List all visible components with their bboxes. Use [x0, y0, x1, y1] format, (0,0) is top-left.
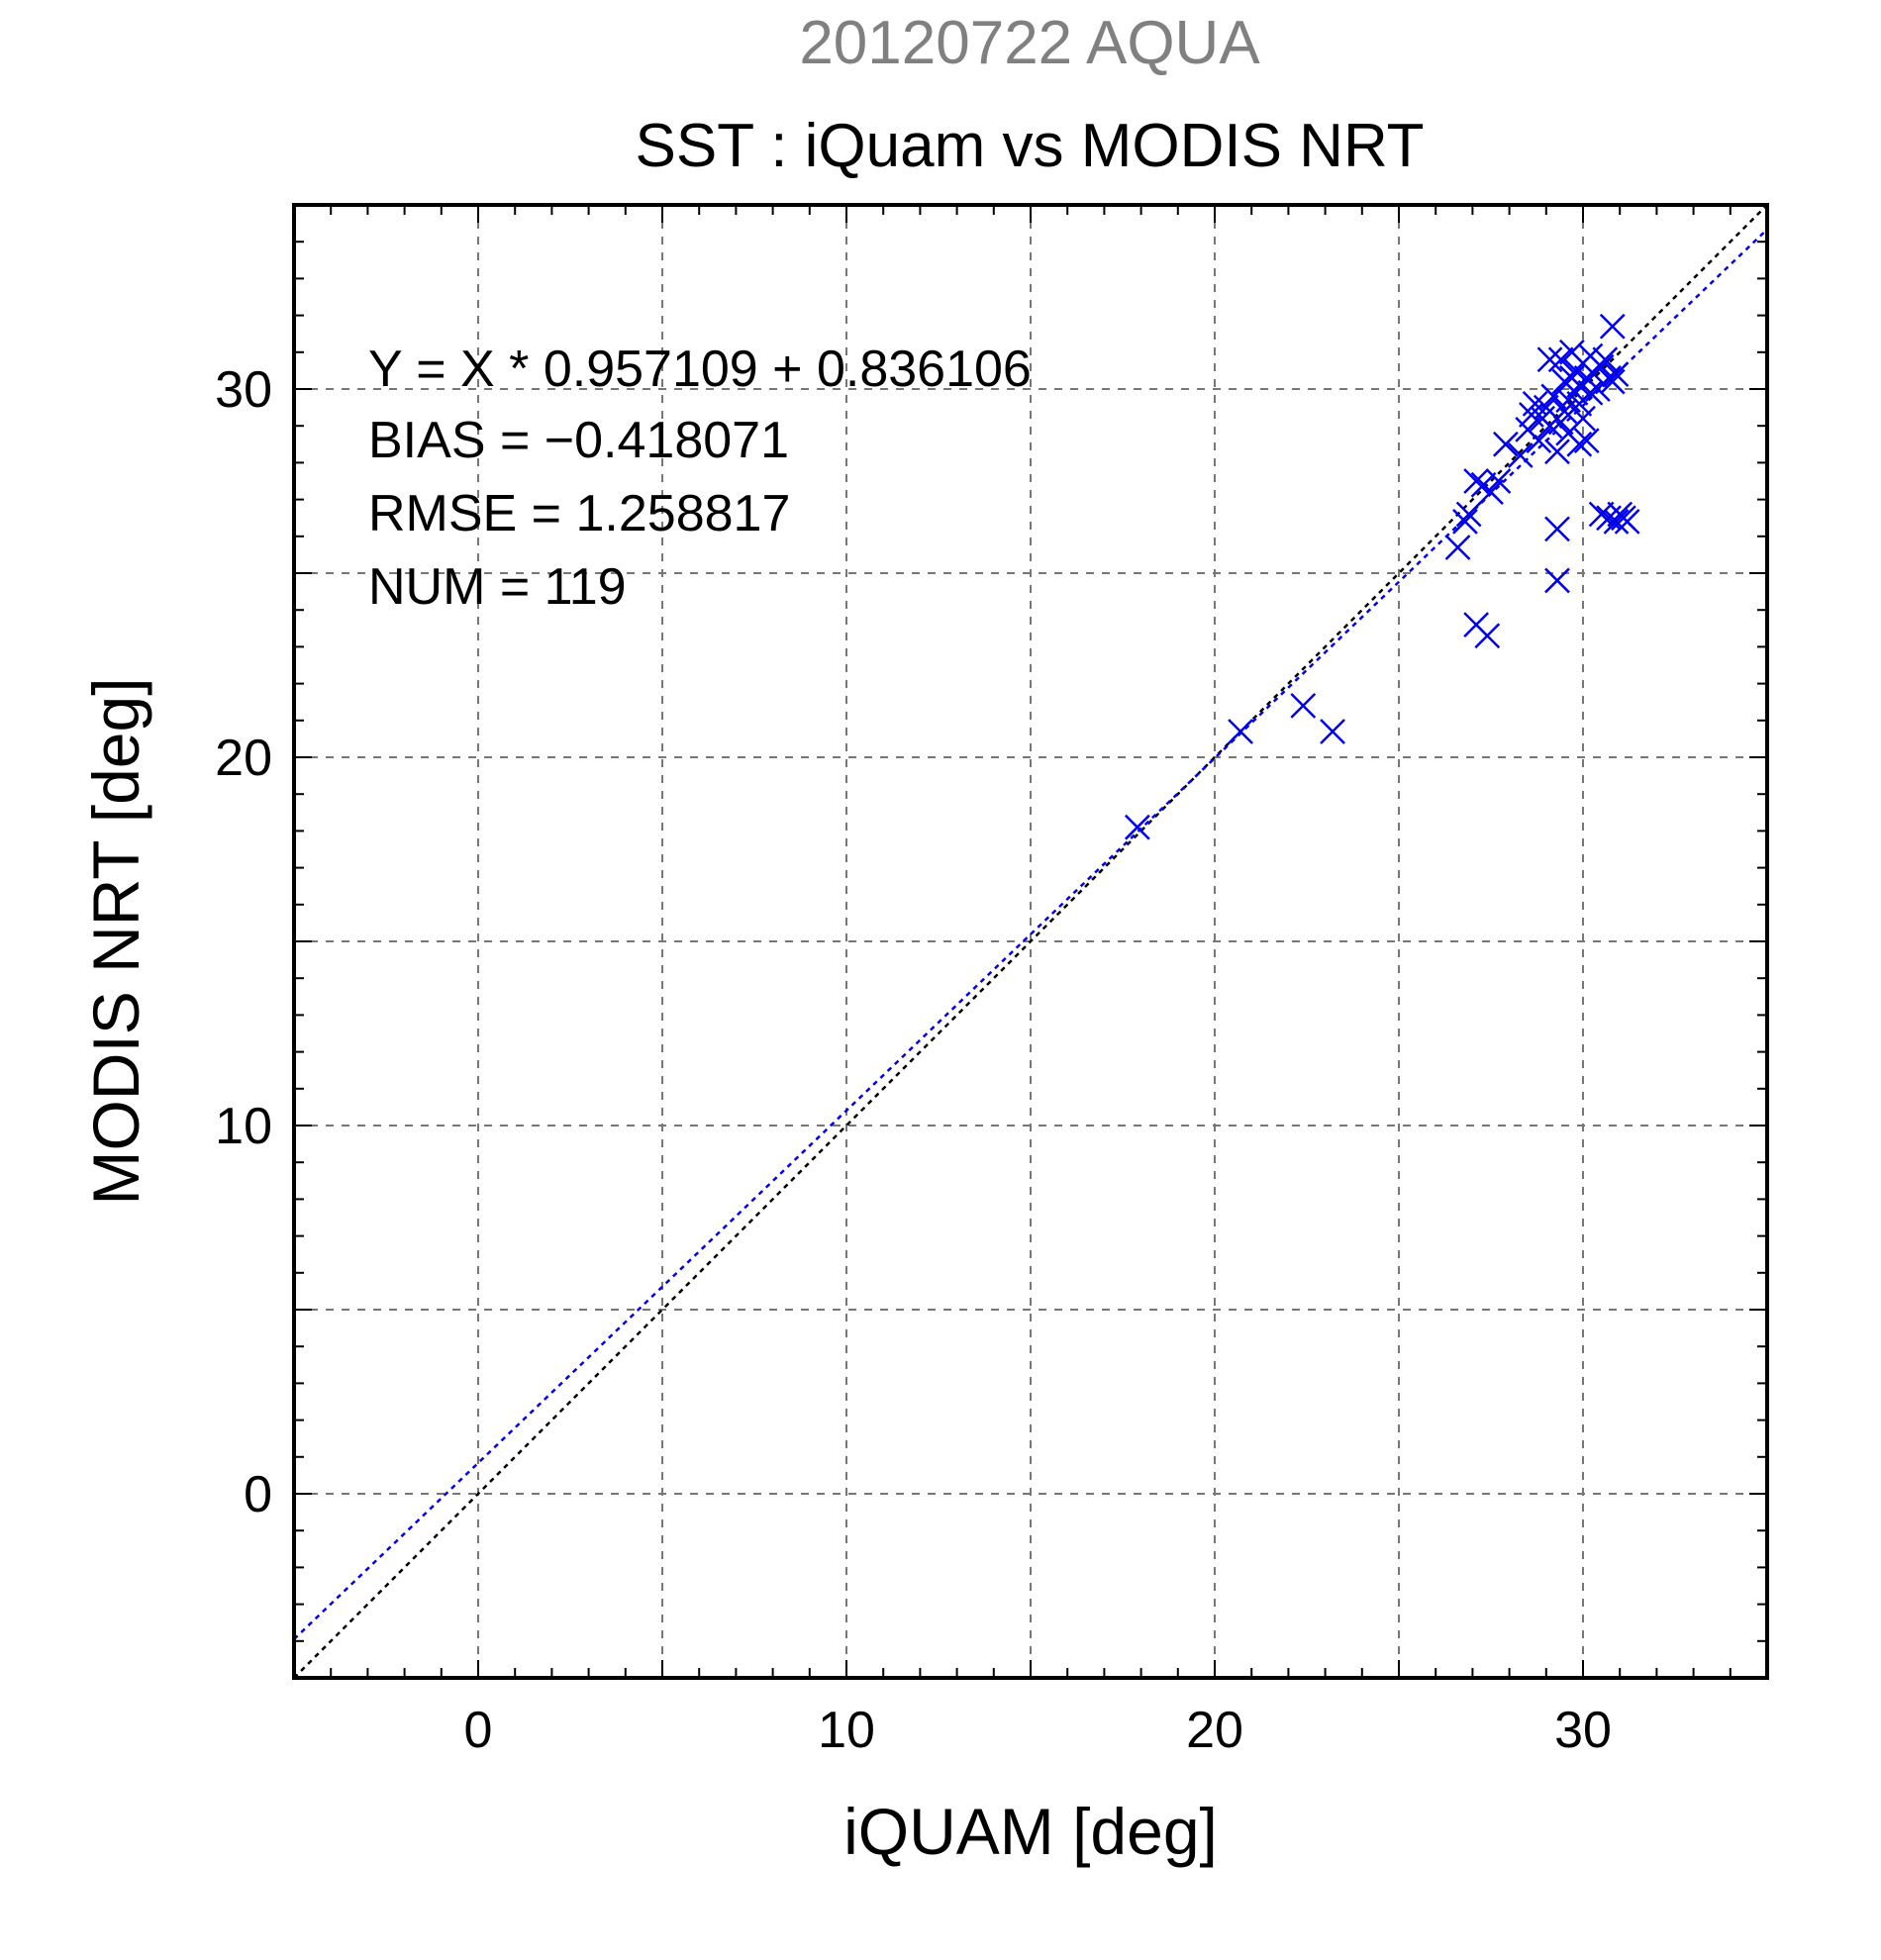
data-point: [1474, 623, 1501, 649]
data-point: [1463, 468, 1490, 494]
regression-lines: [294, 205, 1767, 1678]
rmse-value: RMSE = 1.258817: [368, 485, 790, 542]
data-point: [1614, 509, 1640, 535]
data-point: [1124, 814, 1150, 840]
data-point: [1603, 509, 1630, 535]
data-point: [1485, 468, 1512, 494]
tick-labels: 0 10 20 30 0 10 20 30: [215, 361, 1612, 1759]
data-point: [1444, 535, 1471, 560]
data-point: [1570, 405, 1596, 432]
data-point: [1599, 368, 1626, 395]
identity-line: [294, 205, 1767, 1678]
data-point: [1290, 693, 1317, 719]
x-tick-label: 30: [1554, 1702, 1612, 1759]
data-point: [1566, 431, 1593, 457]
data-point: [1478, 479, 1504, 506]
data-point: [1492, 431, 1519, 457]
x-tick-label: 0: [464, 1702, 493, 1759]
scatter-points: [1124, 313, 1640, 840]
regression-fit-line: [294, 228, 1767, 1640]
y-tick-label: 10: [215, 1098, 272, 1155]
data-point: [1507, 442, 1534, 468]
chart-title: SST : iQuam vs MODIS NRT: [636, 112, 1425, 180]
data-point: [1452, 509, 1478, 535]
y-tick-label: 30: [215, 361, 272, 419]
regression-equation: Y = X * 0.957109 + 0.836106: [368, 341, 1032, 398]
y-tick-label: 0: [244, 1466, 272, 1523]
stats-box: Y = X * 0.957109 + 0.836106 BIAS = −0.41…: [368, 341, 1032, 616]
data-point: [1455, 501, 1482, 528]
plot-frame: [292, 203, 1769, 1680]
data-point: [1544, 567, 1570, 594]
data-point: [1320, 719, 1345, 744]
data-point: [1544, 439, 1570, 465]
data-point: [1547, 346, 1574, 373]
data-point: [1599, 313, 1626, 340]
data-point: [1544, 516, 1570, 542]
data-point: [1573, 428, 1600, 453]
grid: [294, 205, 1767, 1678]
x-tick-label: 20: [1186, 1702, 1243, 1759]
data-point: [1603, 361, 1630, 388]
num-value: NUM = 119: [368, 558, 627, 616]
data-point: [1588, 353, 1615, 380]
x-axis-label: iQUAM [deg]: [843, 1795, 1218, 1868]
y-tick-label: 20: [215, 730, 272, 787]
date-title: 20120722 AQUA: [799, 9, 1260, 77]
data-point: [1588, 501, 1615, 528]
data-point: [1228, 719, 1253, 744]
y-axis-label: MODIS NRT [deg]: [79, 677, 152, 1205]
bias-value: BIAS = −0.418071: [368, 412, 789, 469]
data-point: [1526, 428, 1552, 453]
data-point: [1536, 346, 1563, 373]
data-point: [1577, 379, 1604, 406]
x-tick-label: 10: [818, 1702, 875, 1759]
